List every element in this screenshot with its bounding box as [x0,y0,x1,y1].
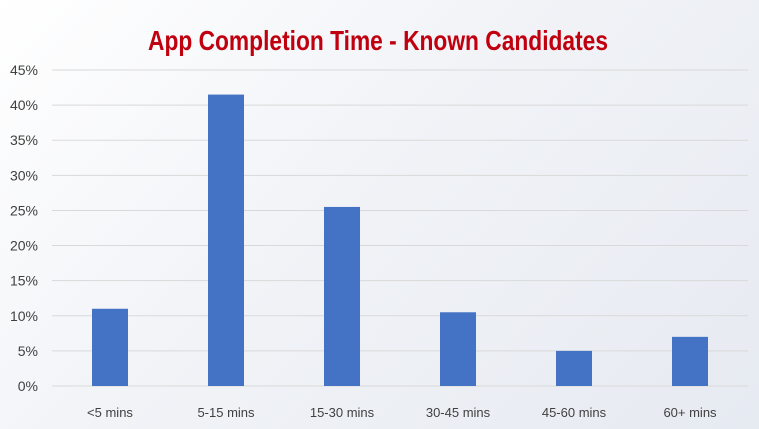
x-category-label: 5-15 mins [197,405,255,420]
bar [92,308,128,386]
y-tick-label: 5% [18,343,38,359]
bars [92,94,708,387]
bar [208,94,244,387]
x-category-label: 15-30 mins [310,405,375,420]
x-axis-categories: <5 mins 5-15 mins 15-30 mins 30-45 mins 45-6… [87,405,717,420]
y-tick-label: 45% [10,62,38,78]
y-tick-label: 25% [10,202,38,218]
y-tick-label: 20% [10,238,38,254]
y-tick-label: 35% [10,132,38,148]
x-category-label: 45-60 mins [542,405,607,420]
bar [324,206,360,386]
y-tick-label: 0% [18,378,38,394]
y-axis-ticks: 0% 5% 10% 15% 20% 25% 30% 35% 40% 45% [10,62,38,394]
y-tick-label: 10% [10,308,38,324]
x-category-label: 30-45 mins [426,405,491,420]
gridlines [52,69,748,387]
bar [672,336,708,386]
y-tick-label: 15% [10,273,38,289]
y-tick-label: 30% [10,167,38,183]
chart-title: App Completion Time - Known Candidates [148,25,608,56]
bar [556,350,592,386]
x-category-label: 60+ mins [663,405,717,420]
x-category-label: <5 mins [87,405,133,420]
y-tick-label: 40% [10,97,38,113]
bar [440,312,476,386]
